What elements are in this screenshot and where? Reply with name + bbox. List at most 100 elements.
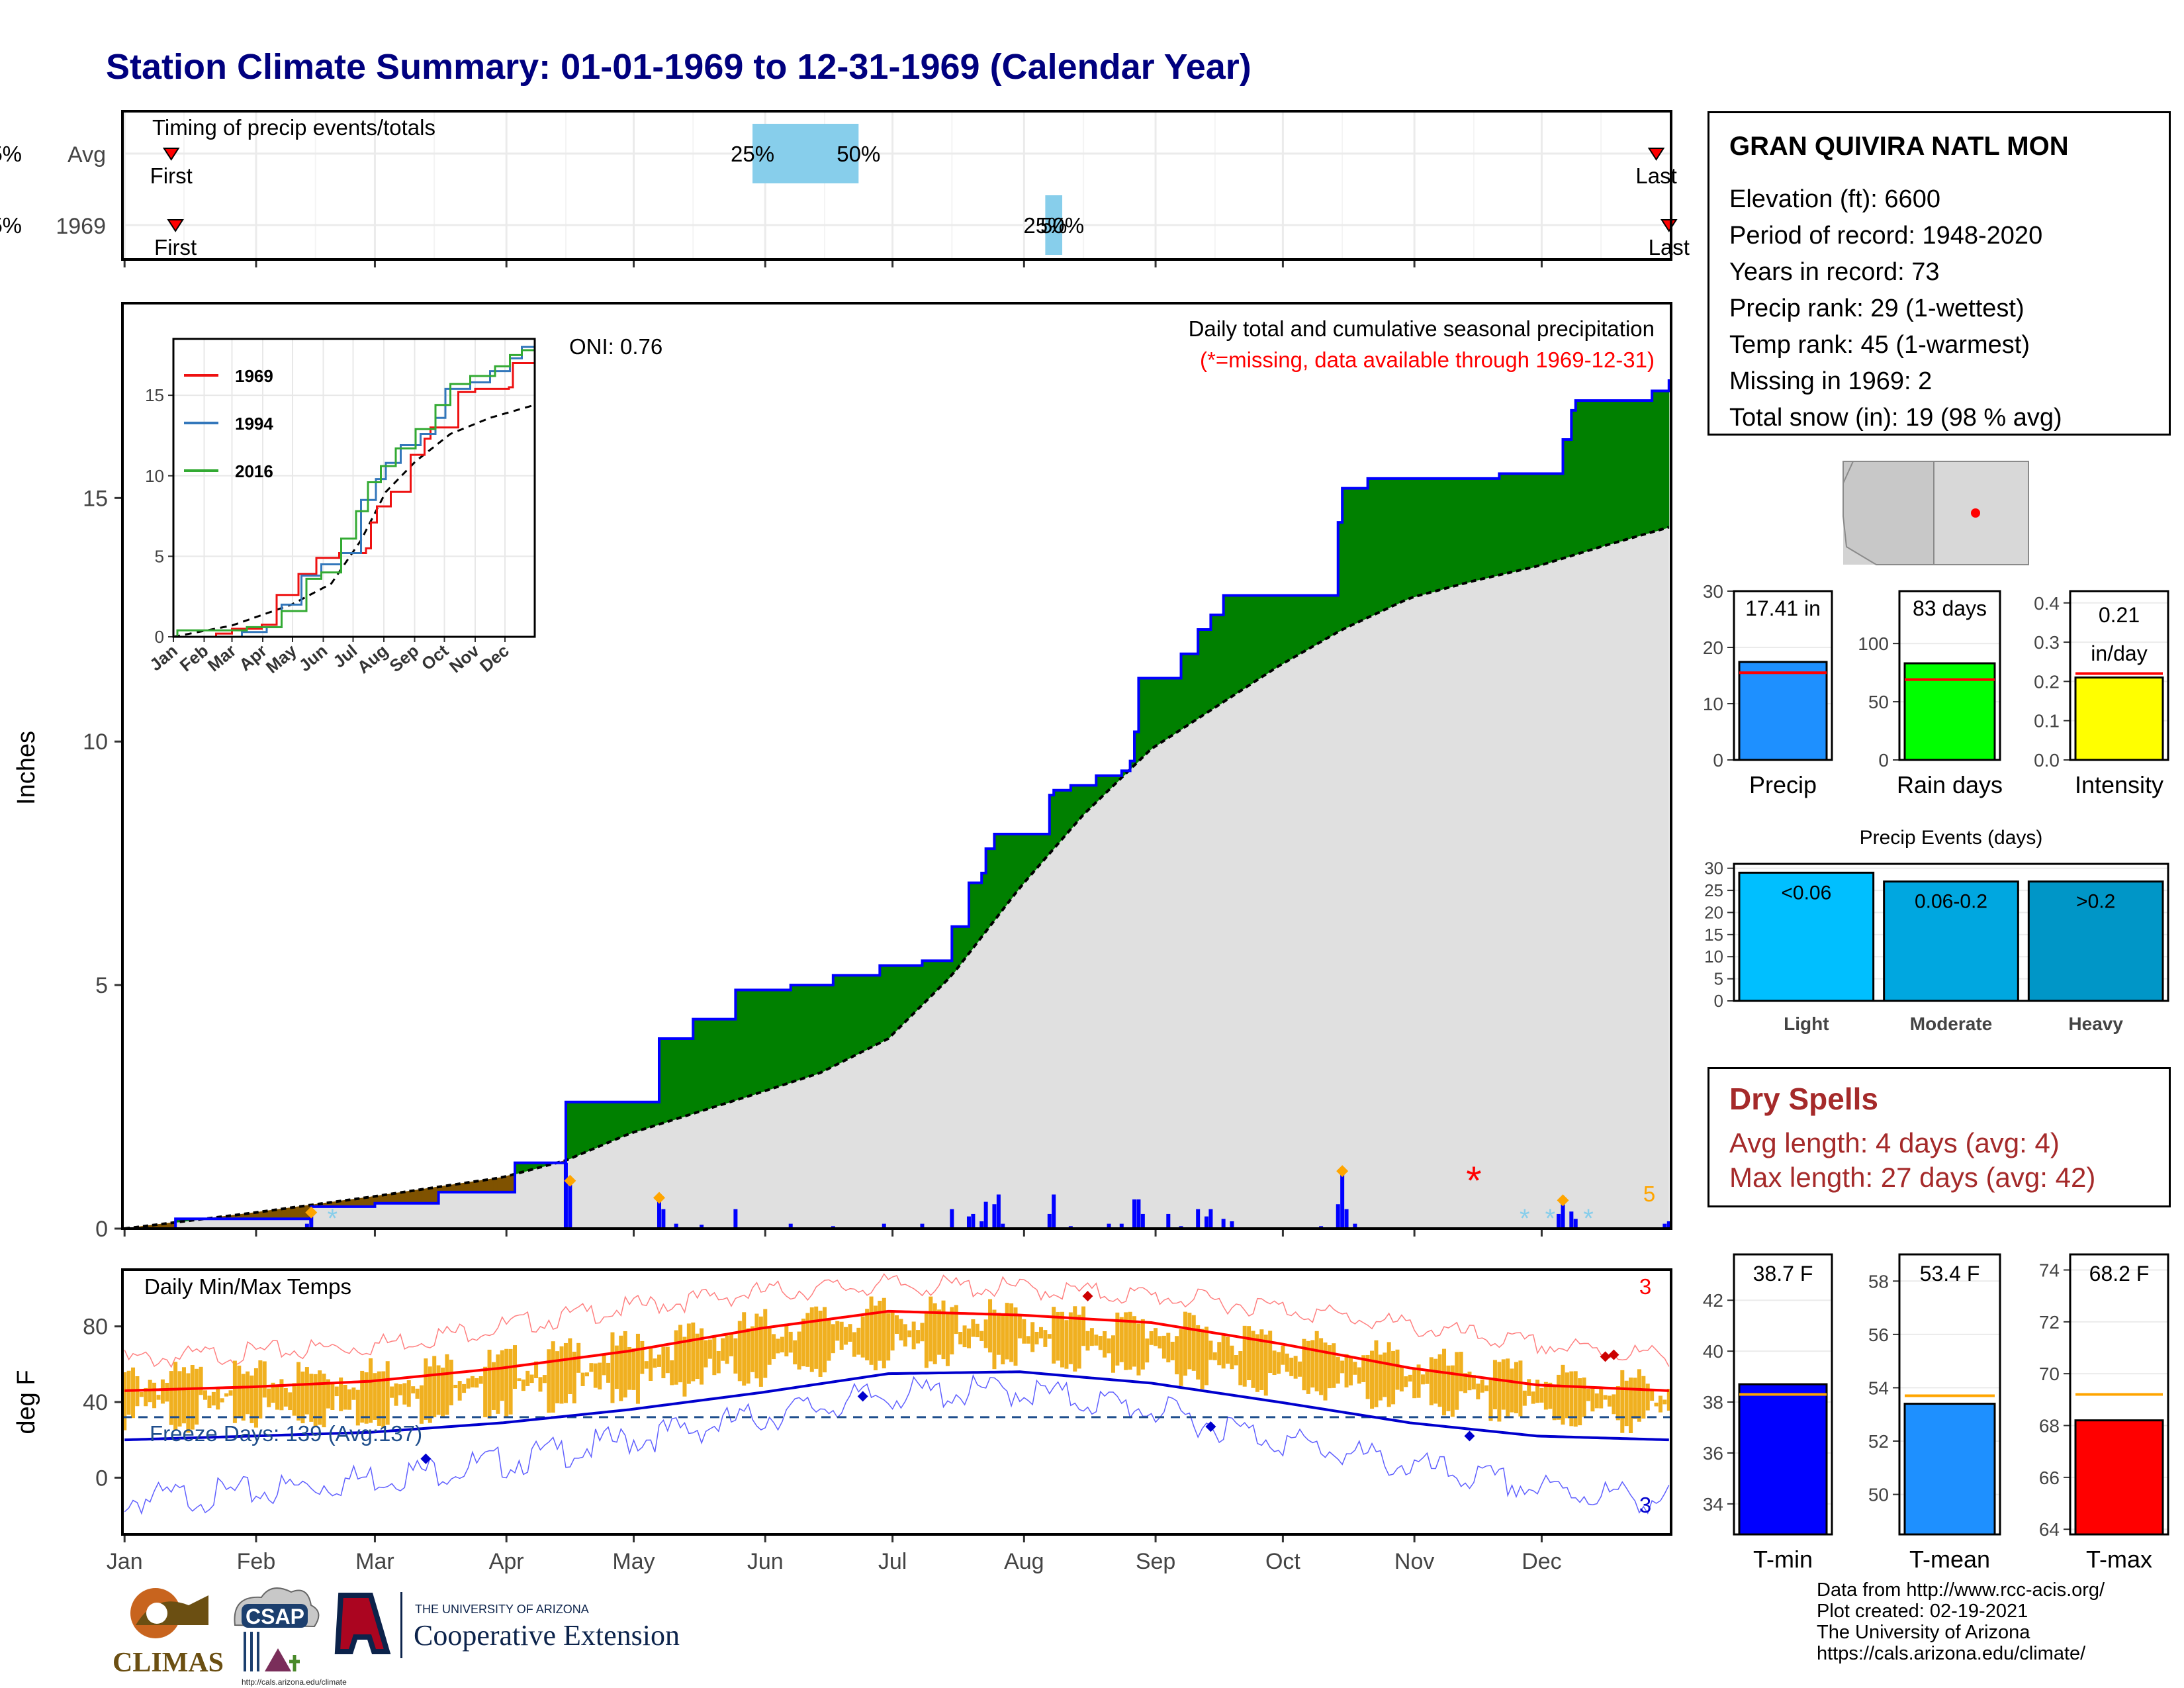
- temp-daily-range-bar: [937, 1309, 942, 1355]
- temp-daily-range-bar: [466, 1378, 471, 1389]
- precip-events-bar: [2027, 880, 2164, 1002]
- temp-daily-range-bar: [924, 1313, 929, 1368]
- temp-daily-range-bar: [424, 1358, 428, 1420]
- temp-t-max-y-tick-label: 70: [2039, 1364, 2060, 1384]
- temp-daily-range-bar: [1166, 1333, 1171, 1363]
- temp-daily-range-bar: [309, 1374, 314, 1422]
- summary-intensity-frame: [2069, 590, 2169, 761]
- precip-extreme-marker: [1557, 1194, 1569, 1207]
- temp-daily-range-bar: [614, 1345, 619, 1389]
- csap-url: http://cals.arizona.edu/climate: [242, 1677, 347, 1687]
- temp-daily-range-bar: [1034, 1331, 1039, 1344]
- precip-daily-bar: [882, 1223, 886, 1229]
- temp-daily-range-bar: [1539, 1387, 1544, 1403]
- temp-daily-range-bar: [1047, 1334, 1052, 1339]
- temp-daily-range-bar: [232, 1360, 237, 1423]
- temp-x-tick-label: Apr: [489, 1549, 524, 1574]
- temp-daily-range-bar: [1259, 1329, 1264, 1390]
- temp-daily-range-bar: [844, 1327, 848, 1345]
- temp-daily-range-bar: [1569, 1371, 1574, 1427]
- precip-daily-bar: [992, 1204, 997, 1229]
- temp-daily-range-bar: [1518, 1360, 1523, 1417]
- temp-daily-range-bar: [483, 1366, 488, 1417]
- precip-extreme-marker: [305, 1206, 318, 1219]
- logo-strip: CLIMAS CSAP http://cals.arizona.edu/clim…: [113, 1587, 680, 1687]
- temp-t-min-frame: [1733, 1253, 1833, 1536]
- summary-precip-category-label: Precip: [1749, 771, 1817, 798]
- temp-daily-range-bar: [996, 1313, 1001, 1355]
- temp-daily-range-bar: [432, 1356, 437, 1417]
- temp-daily-range-bar: [351, 1387, 356, 1400]
- csap-text: CSAP: [246, 1605, 304, 1628]
- precip-daily-bar: [1140, 1213, 1145, 1229]
- temp-daily-range-bar: [763, 1309, 768, 1378]
- temp-daily-range-bar: [1276, 1352, 1281, 1374]
- inset-series-line: [173, 344, 536, 638]
- precip-daily-bar: [733, 1209, 738, 1229]
- temp-t-max-frame: [2069, 1253, 2169, 1536]
- temp-daily-range-bar: [1492, 1360, 1497, 1409]
- temp-daily-range-bar: [279, 1379, 284, 1411]
- temp-daily-range-bar: [823, 1307, 827, 1373]
- temp-daily-range-bar: [318, 1370, 322, 1425]
- temp-daily-range-bar: [250, 1375, 254, 1423]
- temp-daily-range-bar: [1557, 1374, 1561, 1420]
- temp-daily-range-bar: [1298, 1361, 1302, 1377]
- temp-daily-range-bar: [988, 1299, 993, 1353]
- temp-daily-range-bar: [640, 1340, 645, 1374]
- temp-daily-range-bar: [751, 1326, 755, 1372]
- temp-daily-range-bar: [563, 1342, 568, 1403]
- temp-daily-range-bar: [1645, 1383, 1650, 1411]
- timing-first-marker: [162, 148, 180, 161]
- temp-daily-range-bar: [457, 1381, 462, 1401]
- temp-daily-range-bar: [1361, 1355, 1366, 1382]
- temp-daily-range-bar: [695, 1333, 700, 1380]
- inset-y-tick-label: 15: [145, 385, 164, 405]
- temp-t-max: 64 66 68 70 72 74 68.2 F T-max: [2039, 1253, 2169, 1573]
- precip-daily-bar: [1221, 1219, 1226, 1229]
- temp-daily-range-bar: [398, 1384, 402, 1395]
- temp-daily-range-bar: [992, 1309, 997, 1370]
- temp-daily-range-bar: [737, 1321, 742, 1382]
- temp-daily-range-bar: [1561, 1364, 1565, 1425]
- temp-daily-range-bar: [525, 1370, 530, 1386]
- summary-intensity-value-label: 0.21: [2099, 603, 2140, 627]
- temp-daily-range-bar: [797, 1331, 801, 1370]
- temp-daily-range-bar: [381, 1371, 386, 1429]
- temp-daily-range-bar: [1437, 1354, 1442, 1407]
- csap-logo: CSAP http://cals.arizona.edu/climate: [234, 1587, 347, 1687]
- credit-university: The University of Arizona: [1817, 1622, 2030, 1643]
- precip-daily-bar: [1561, 1204, 1565, 1229]
- temp-daily-range-bar: [1344, 1354, 1349, 1387]
- temp-daily-range-bar: [780, 1336, 784, 1352]
- temp-daily-range-bar: [1641, 1376, 1646, 1419]
- temp-daily-range-bar: [1594, 1393, 1599, 1409]
- temp-daily-range-bar: [224, 1393, 229, 1397]
- climas-text: CLIMAS: [113, 1648, 224, 1678]
- temp-daily-range-bar: [589, 1363, 594, 1372]
- temp-daily-range-bar: [181, 1367, 186, 1424]
- temp-daily-range-bar: [547, 1349, 551, 1413]
- temp-daily-range-bar: [1149, 1331, 1154, 1345]
- temp-daily-range-bar: [1637, 1369, 1641, 1422]
- precip-daily-bar: [1230, 1221, 1234, 1229]
- temp-y-tick-label: 80: [83, 1315, 108, 1340]
- temp-daily-range-bar: [1620, 1370, 1625, 1433]
- station-elevation: Elevation (ft): 6600: [1729, 185, 1940, 213]
- temp-daily-range-bar: [1488, 1378, 1493, 1421]
- station-precip-rank: Precip rank: 29 (1-wettest): [1729, 295, 2025, 322]
- summary-precip-y-tick-label: 20: [1703, 637, 1723, 658]
- temp-daily-range-bar: [1501, 1359, 1506, 1410]
- precip-daily-bar: [996, 1194, 1001, 1229]
- temp-t-mean-y-tick-label: 56: [1868, 1325, 1889, 1345]
- precip-count-label: 5: [1643, 1182, 1655, 1206]
- precip-events-y-tick-label: 25: [1704, 880, 1723, 900]
- temp-daily-range-bar: [971, 1319, 976, 1337]
- temp-daily-range-bar: [1527, 1379, 1531, 1396]
- temp-daily-range-bar: [436, 1365, 441, 1415]
- precip-events-y-tick-label: 0: [1714, 991, 1723, 1011]
- precip-events-y-tick-label: 20: [1704, 902, 1723, 922]
- temp-t-max-y-tick-label: 74: [2039, 1260, 2060, 1281]
- temp-daily-range-bar: [216, 1389, 220, 1410]
